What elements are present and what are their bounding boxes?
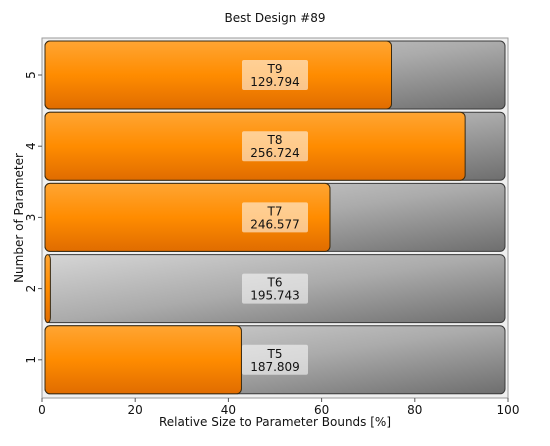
bar-fill	[44, 182, 331, 252]
y-tick-label: 1	[24, 356, 38, 364]
x-tick-label: 0	[38, 403, 46, 417]
bar-fill	[44, 40, 392, 110]
y-tick-label: 5	[24, 71, 38, 79]
bar-label-background	[242, 60, 308, 90]
x-tick-label: 60	[314, 403, 329, 417]
x-axis-label: Relative Size to Parameter Bounds [%]	[159, 415, 391, 429]
bar-label-background	[242, 344, 308, 375]
bar-value-label: 195.743	[250, 289, 300, 303]
y-axis-label: Number of Parameter	[12, 153, 26, 283]
bar-value-label: 246.577	[250, 217, 300, 231]
bar-name-label: T8	[267, 133, 283, 147]
y-tick-label: 2	[24, 285, 38, 293]
x-axis: 0 20 40 60 80 100	[38, 398, 519, 417]
bar-name-label: T9	[267, 62, 283, 76]
chart-title: Best Design #89	[225, 11, 326, 25]
x-tick-label: 40	[221, 403, 236, 417]
bar-value-label: 187.809	[250, 360, 300, 374]
bar-fill	[44, 254, 51, 324]
bar-name-label: T5	[267, 347, 283, 361]
y-axis: 1 2 3 4 5	[24, 71, 42, 364]
x-tick-label: 100	[497, 403, 520, 417]
bar-label-background	[242, 131, 308, 162]
bar-name-label: T6	[267, 276, 283, 290]
x-tick-label: 20	[128, 403, 143, 417]
y-tick-label: 4	[24, 142, 38, 150]
bar-label-background	[242, 273, 308, 304]
x-tick-label: 80	[407, 403, 422, 417]
bar-label-background	[242, 202, 308, 233]
bar-name-label: T7	[267, 204, 283, 218]
bar-value-label: 256.724	[250, 146, 300, 160]
bars-group: T5187.809T6195.743T7246.577T8256.724T912…	[44, 40, 506, 395]
y-tick-label: 3	[24, 214, 38, 222]
bar-value-label: 129.794	[250, 75, 300, 89]
bar-fill	[44, 325, 242, 395]
